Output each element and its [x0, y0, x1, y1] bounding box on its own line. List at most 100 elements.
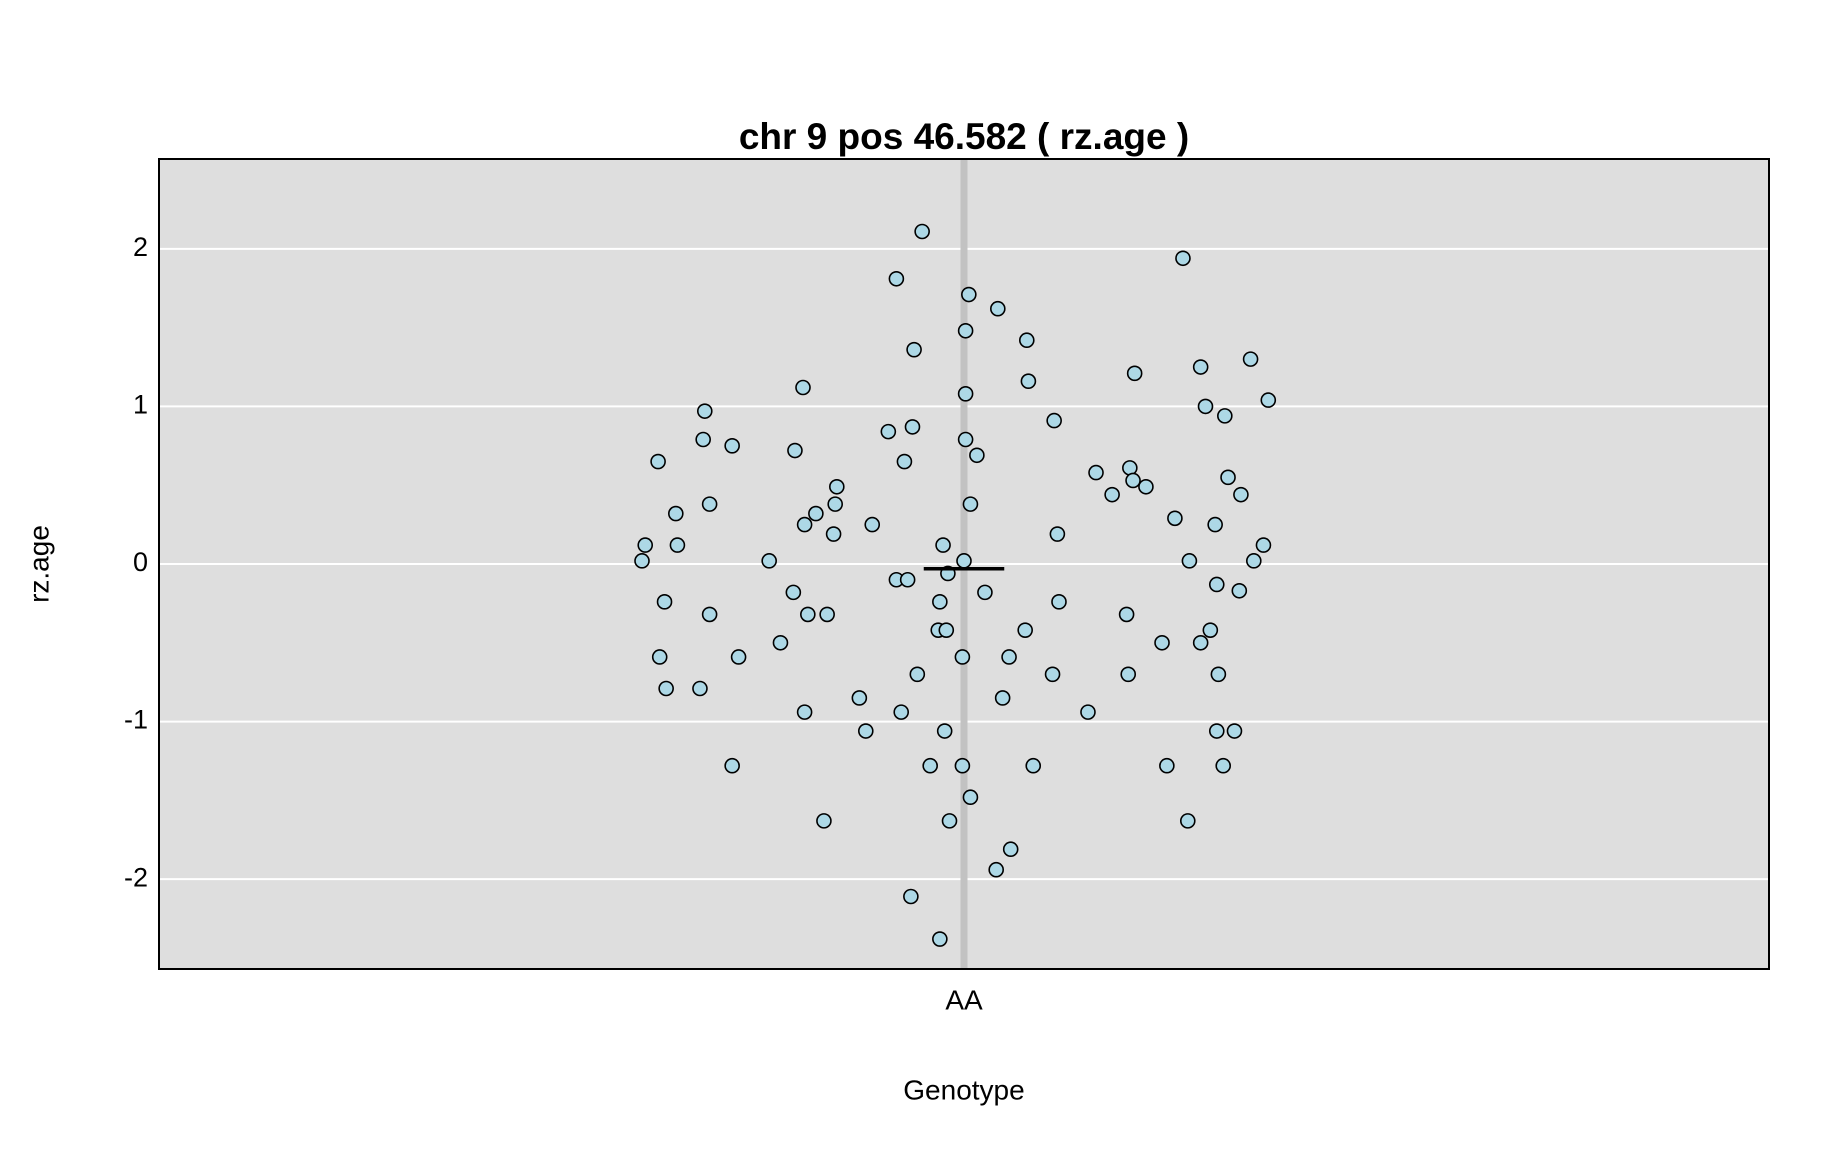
data-point	[909, 666, 926, 683]
data-point	[893, 704, 910, 720]
data-point	[701, 606, 718, 623]
data-point	[1255, 537, 1272, 553]
data-point	[1049, 526, 1066, 542]
data-point	[938, 622, 955, 638]
marks	[634, 223, 1277, 947]
data-point	[957, 386, 974, 402]
data-point	[816, 813, 832, 829]
x-tick-label: AA	[945, 984, 983, 1015]
data-point	[990, 300, 1006, 317]
data-point	[954, 649, 971, 665]
data-point	[962, 789, 979, 806]
data-point	[1104, 486, 1120, 503]
data-point	[857, 723, 874, 739]
data-point	[1208, 723, 1225, 739]
data-point	[956, 553, 972, 569]
data-point	[1208, 576, 1225, 593]
plot-border	[158, 158, 1770, 970]
data-point	[1246, 553, 1262, 569]
data-point	[1138, 478, 1154, 495]
data-point	[796, 704, 813, 720]
data-point	[796, 516, 813, 533]
data-point	[932, 594, 948, 610]
data-point	[819, 606, 835, 623]
data-point	[1192, 634, 1209, 651]
data-point	[1118, 606, 1135, 623]
data-point	[787, 442, 803, 459]
data-point	[1159, 757, 1175, 774]
data-point	[1126, 365, 1143, 382]
y-tick-label: 2	[133, 232, 148, 262]
data-point	[1231, 582, 1248, 599]
data-point	[724, 438, 740, 454]
data-point	[1217, 408, 1233, 424]
data-point	[935, 537, 951, 553]
data-point	[808, 505, 824, 522]
data-point	[829, 478, 845, 495]
data-point	[904, 419, 921, 435]
data-point	[1122, 460, 1138, 476]
y-tick-label: 0	[133, 547, 148, 577]
data-point	[1207, 516, 1223, 533]
data-point	[977, 584, 993, 601]
data-point	[1020, 373, 1037, 389]
data-point	[1001, 649, 1017, 665]
data-point	[634, 553, 650, 569]
data-point	[957, 322, 974, 339]
data-point	[761, 553, 777, 569]
y-axis-label: rz.age	[23, 525, 54, 603]
y-tick-label: -2	[124, 862, 148, 892]
data-point	[888, 270, 905, 287]
data-point	[969, 447, 985, 464]
data-point	[994, 690, 1011, 706]
data-point	[1044, 666, 1061, 683]
data-point	[1181, 553, 1198, 569]
data-point	[988, 861, 1005, 878]
data-point	[1242, 351, 1259, 367]
data-point	[903, 888, 919, 905]
data-point	[651, 649, 668, 665]
data-point	[864, 516, 881, 533]
data-point	[1125, 472, 1141, 489]
data-point	[896, 453, 913, 470]
data-point	[696, 403, 713, 419]
data-point	[668, 505, 684, 522]
data-point	[1080, 704, 1096, 720]
x-axis-label: Genotype	[903, 1074, 1024, 1105]
data-point	[701, 496, 718, 512]
data-point	[1192, 359, 1209, 375]
data-point	[1175, 250, 1191, 267]
data-point	[825, 526, 842, 542]
data-point	[1202, 622, 1219, 638]
data-point	[1220, 469, 1236, 486]
y-tick-label: -1	[124, 705, 148, 735]
data-point	[957, 431, 974, 448]
data-point	[637, 537, 654, 553]
data-point	[1215, 757, 1232, 774]
data-point	[730, 649, 747, 665]
data-point	[695, 431, 711, 448]
data-point	[1017, 622, 1033, 638]
data-point	[1046, 412, 1062, 429]
data-point	[795, 379, 811, 396]
data-point	[658, 680, 674, 697]
data-point	[1025, 757, 1042, 774]
data-point	[669, 537, 686, 553]
data-point	[785, 584, 802, 601]
data-point	[1018, 332, 1035, 349]
data-point	[1002, 841, 1019, 858]
chart-title: chr 9 pos 46.582 ( rz.age )	[739, 116, 1189, 157]
data-point	[880, 423, 897, 440]
data-point	[1226, 723, 1243, 739]
data-point	[1051, 594, 1067, 610]
data-point	[906, 341, 922, 358]
data-point	[656, 594, 673, 610]
y-tick-label: 1	[133, 390, 148, 420]
data-point	[772, 634, 789, 651]
data-point	[1179, 813, 1196, 829]
data-point	[692, 680, 708, 697]
data-point	[800, 606, 816, 623]
data-point	[961, 286, 977, 303]
data-point	[936, 723, 953, 739]
